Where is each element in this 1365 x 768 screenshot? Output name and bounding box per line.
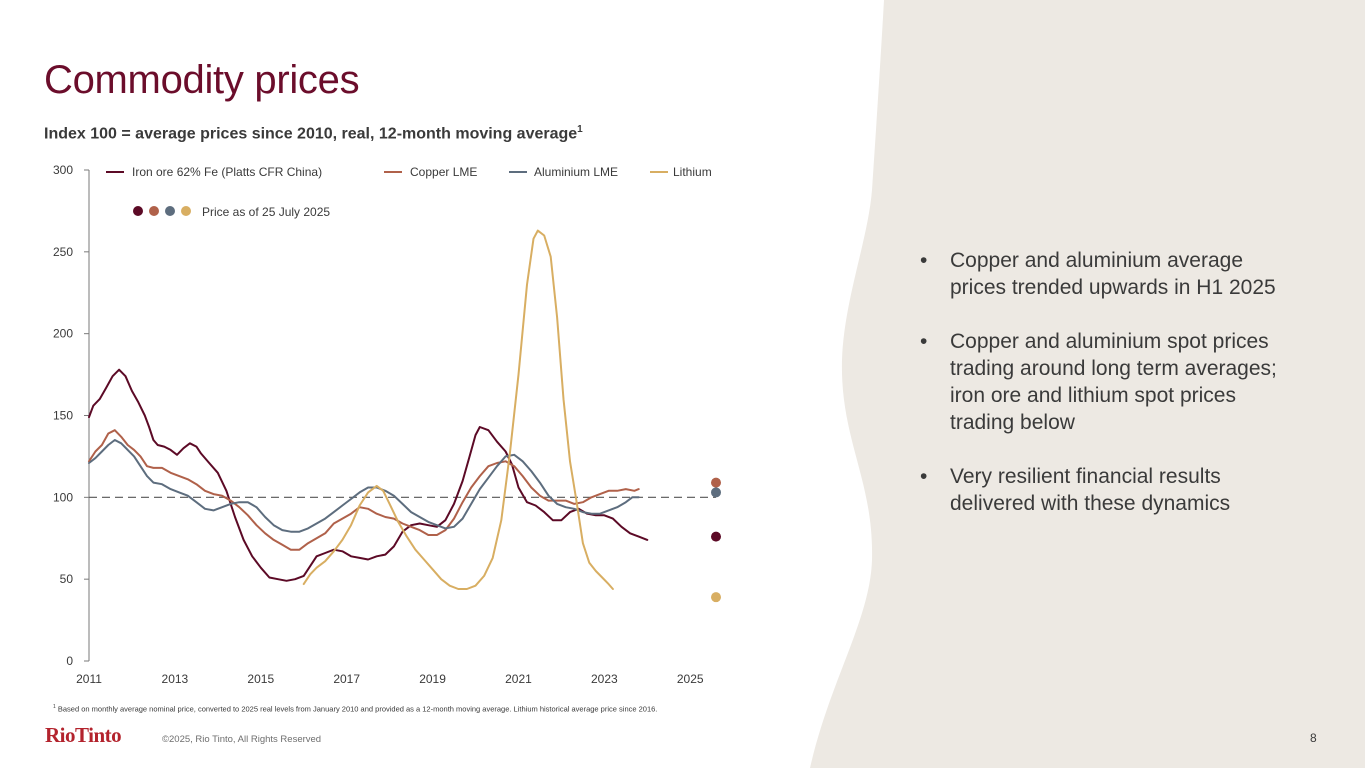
x-tick-label: 2017 xyxy=(333,672,360,686)
x-tick-label: 2025 xyxy=(677,672,704,686)
legend-spot-dot xyxy=(133,206,143,216)
bullet-item: • Copper and aluminium average prices tre… xyxy=(920,247,1290,301)
spot-price-marker xyxy=(711,487,721,498)
legend-label: Lithium xyxy=(673,165,712,179)
series-line xyxy=(302,229,614,590)
bullet-text: Copper and aluminium spot prices trading… xyxy=(950,330,1277,434)
spot-price-marker xyxy=(711,592,721,603)
bullet-item: • Very resilient financial results delive… xyxy=(920,463,1290,517)
legend-label: Copper LME xyxy=(410,165,477,179)
x-tick-label: 2021 xyxy=(505,672,532,686)
y-tick-label: 150 xyxy=(53,409,73,423)
legend-label: Aluminium LME xyxy=(534,165,618,179)
rio-tinto-logo: RioTinto xyxy=(45,723,122,747)
key-points-list: • Copper and aluminium average prices tre… xyxy=(920,247,1290,544)
x-tick-label: 2011 xyxy=(76,672,102,686)
x-tick-label: 2013 xyxy=(162,672,189,686)
page-number: 8 xyxy=(1310,731,1317,745)
bullet-marker: • xyxy=(920,249,928,272)
footnote: 1 Based on monthly average nominal price… xyxy=(53,704,657,714)
y-tick-label: 100 xyxy=(53,490,73,504)
bullet-marker: • xyxy=(920,465,928,488)
y-tick-label: 300 xyxy=(53,163,73,177)
spot-price-marker xyxy=(711,531,721,542)
subtitle-text: Index 100 = average prices since 2010, r… xyxy=(44,125,578,143)
spot-price-marker xyxy=(711,477,721,488)
legend-spot-dot xyxy=(181,206,191,216)
bullet-item: • Copper and aluminium spot prices tradin… xyxy=(920,328,1290,436)
legend-spot-dot xyxy=(149,206,159,216)
y-tick-label: 0 xyxy=(66,654,73,668)
page-title: Commodity prices xyxy=(44,58,360,102)
legend-spot-label: Price as of 25 July 2025 xyxy=(202,205,330,219)
footnote-text: Based on monthly average nominal price, … xyxy=(57,704,658,714)
series-line xyxy=(88,429,640,551)
bullet-text: Copper and aluminium average prices tren… xyxy=(950,249,1276,299)
series-line xyxy=(88,439,640,533)
bullet-text: Very resilient financial results deliver… xyxy=(950,465,1231,515)
beige-side-panel xyxy=(810,0,1365,768)
footnote-marker: 1 xyxy=(53,704,56,710)
y-tick-label: 50 xyxy=(60,572,74,586)
bullet-marker: • xyxy=(920,330,928,353)
legend-label: Iron ore 62% Fe (Platts CFR China) xyxy=(132,165,322,179)
y-tick-label: 200 xyxy=(53,327,73,341)
copyright-text: ©2025, Rio Tinto, All Rights Reserved xyxy=(162,734,322,745)
legend-spot-dot xyxy=(165,206,175,216)
subtitle-footnote-marker: 1 xyxy=(577,124,583,135)
chart-subtitle: Index 100 = average prices since 2010, r… xyxy=(44,124,583,143)
x-tick-label: 2023 xyxy=(591,672,618,686)
x-tick-label: 2019 xyxy=(419,672,446,686)
y-tick-label: 250 xyxy=(53,245,73,259)
series-line xyxy=(88,368,649,582)
x-tick-label: 2015 xyxy=(247,672,274,686)
